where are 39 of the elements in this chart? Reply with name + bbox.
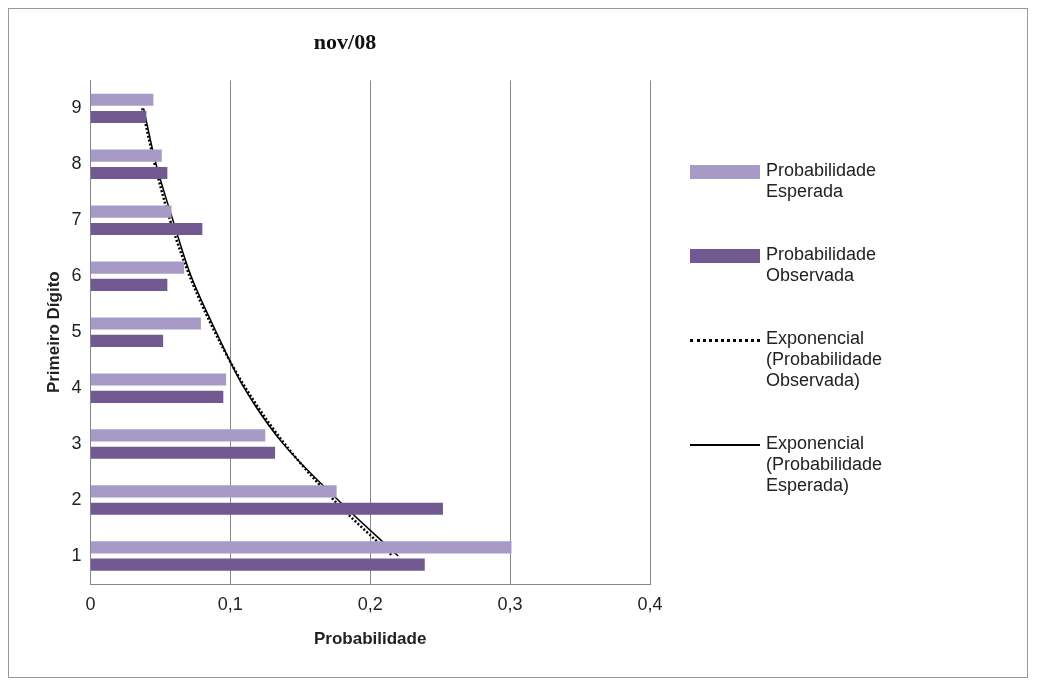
y-tick-label: 2 [71, 489, 82, 510]
bar [90, 502, 443, 515]
x-tick-label: 0,3 [497, 593, 523, 614]
chart-title: nov/08 [313, 28, 377, 54]
x-tick-label: 0,4 [637, 593, 663, 614]
x-axis-title: Probabilidade [313, 629, 427, 649]
x-tick-label: 0,1 [217, 593, 243, 614]
bar [90, 541, 512, 554]
bar [90, 558, 425, 571]
legend-label: Exponencial (Probabilidade Observada) [766, 328, 884, 391]
y-axis-title: Primeiro Dígito [43, 271, 63, 394]
bar [90, 149, 162, 162]
legend-label: Probabilidade Observada [766, 244, 878, 286]
bar [90, 222, 203, 236]
y-tick-label: 7 [71, 209, 82, 230]
bar [90, 166, 168, 180]
bar [90, 93, 154, 106]
y-tick-label: 4 [71, 377, 82, 398]
y-tick-label: 3 [71, 433, 82, 454]
y-tick-label: 9 [71, 97, 82, 118]
y-tick-label: 6 [71, 265, 82, 286]
bar [90, 334, 164, 347]
bar [90, 485, 337, 498]
x-tick-label: 0,2 [357, 593, 383, 614]
y-tick-label: 8 [71, 153, 82, 174]
legend-label: Probabilidade Esperada [766, 160, 878, 202]
legend-label: Exponencial (Probabilidade Esperada) [766, 433, 884, 496]
bar [90, 317, 201, 330]
bar [90, 261, 185, 274]
bar [90, 373, 227, 386]
bar [90, 390, 224, 403]
bar [90, 110, 147, 124]
bar [90, 429, 266, 442]
bar [90, 278, 168, 291]
bar [90, 205, 172, 218]
y-tick-label: 5 [71, 321, 82, 342]
y-tick-label: 1 [71, 544, 82, 565]
bar [90, 446, 276, 459]
x-tick-label: 0 [85, 593, 96, 614]
